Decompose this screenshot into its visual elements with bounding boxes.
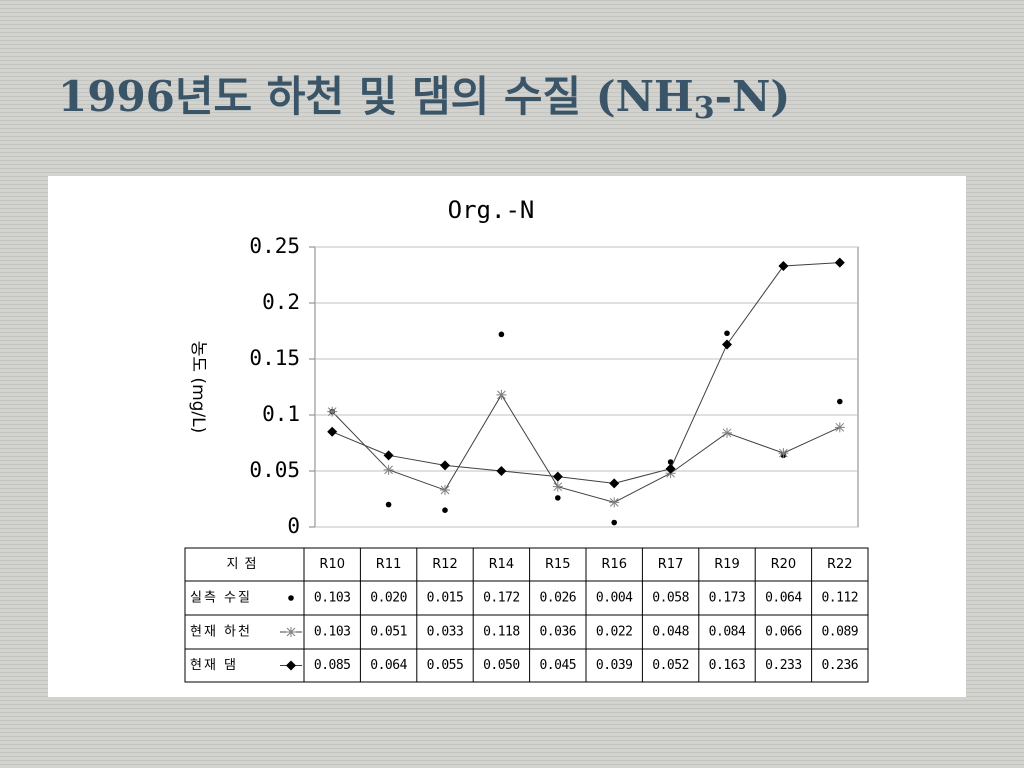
y-tick-label: 0 (287, 514, 300, 538)
table-value: 0.084 (709, 625, 746, 640)
table-value: 0.026 (539, 591, 576, 606)
star-marker (383, 464, 394, 475)
title-sub: 3 (694, 91, 715, 126)
star-marker (286, 627, 296, 637)
category-label: R19 (714, 557, 740, 572)
diamond-marker (722, 339, 732, 350)
y-tick-label: 0.25 (249, 234, 300, 258)
table-value: 0.022 (596, 625, 633, 640)
dot-marker (385, 501, 392, 508)
dot-marker (724, 330, 730, 337)
table-value: 0.020 (370, 591, 407, 606)
table-value: 0.064 (370, 658, 407, 673)
slide-title: 1996년도 하천 및 댐의 수질 (NH3-N) (58, 72, 790, 126)
table-value: 0.085 (314, 658, 351, 673)
table-value: 0.052 (652, 658, 689, 673)
table-value: 0.163 (709, 658, 746, 673)
dot-marker (837, 398, 843, 405)
dot-marker (498, 331, 505, 338)
diamond-marker (383, 450, 394, 461)
chart-title: Org.-N (448, 196, 535, 224)
table-value: 0.066 (765, 625, 802, 640)
star-marker (722, 427, 732, 438)
table-value: 0.103 (314, 591, 351, 606)
y-axis-label: 농도 (mg/L) (188, 341, 208, 434)
diamond-marker (778, 261, 789, 272)
legend-label: 현재 댐 (190, 658, 238, 673)
table-value: 0.045 (539, 658, 576, 673)
table-value: 0.004 (596, 591, 633, 606)
table-value: 0.055 (427, 658, 464, 673)
diamond-marker (286, 660, 296, 671)
star-marker (496, 389, 507, 400)
y-tick-label: 0.15 (249, 346, 300, 370)
table-value: 0.064 (765, 591, 802, 606)
table-value: 0.233 (765, 658, 802, 673)
category-label: R12 (432, 557, 458, 572)
dot-marker (611, 519, 617, 526)
star-marker (552, 481, 563, 492)
y-tick-label: 0.1 (262, 402, 300, 426)
table-value: 0.118 (483, 625, 520, 640)
diamond-marker (665, 463, 676, 474)
series-line (331, 393, 841, 503)
dot-marker (555, 495, 561, 501)
table-value: 0.058 (652, 591, 689, 606)
title-end: -N) (715, 72, 791, 121)
table-header: 지점 (227, 557, 263, 572)
category-label: R10 (319, 557, 345, 572)
table-value: 0.033 (427, 625, 464, 640)
category-label: R20 (771, 557, 797, 572)
table-value: 0.050 (483, 658, 520, 673)
table-value: 0.015 (427, 591, 464, 606)
series-line (332, 262, 840, 484)
table-value: 0.089 (821, 625, 858, 640)
category-label: R14 (489, 557, 515, 572)
title-main: 1996년도 하천 및 댐의 수질 (NH (58, 72, 694, 121)
diamond-marker (609, 478, 620, 489)
table-value: 0.048 (652, 625, 689, 640)
category-label: R15 (545, 557, 571, 572)
diamond-marker (496, 466, 507, 476)
table-value: 0.051 (370, 625, 407, 640)
table-value: 0.236 (821, 658, 858, 673)
star-marker (834, 422, 845, 433)
table-value: 0.036 (539, 625, 576, 640)
table-value: 0.173 (709, 591, 746, 606)
category-label: R16 (601, 557, 627, 572)
star-marker (778, 448, 789, 459)
dot-marker (442, 507, 448, 513)
star-marker (440, 485, 450, 496)
category-label: R17 (658, 557, 684, 572)
table-value: 0.172 (483, 591, 520, 606)
diamond-marker (440, 460, 450, 471)
diamond-marker (834, 257, 845, 268)
diamond-marker (327, 426, 338, 437)
table-value: 0.039 (596, 658, 633, 673)
dot-marker (288, 595, 294, 601)
legend-label: 실측 수질 (190, 591, 252, 606)
star-marker (609, 497, 620, 508)
category-label: R11 (376, 557, 402, 572)
diamond-marker (552, 471, 563, 482)
y-tick-label: 0.05 (249, 458, 300, 482)
y-tick-label: 0.2 (262, 290, 300, 314)
legend-label: 현재 하천 (190, 625, 252, 640)
star-marker (327, 406, 338, 417)
category-label: R22 (827, 557, 853, 572)
dot-marker (667, 459, 674, 465)
table-value: 0.103 (314, 625, 351, 640)
table-value: 0.112 (821, 591, 858, 606)
